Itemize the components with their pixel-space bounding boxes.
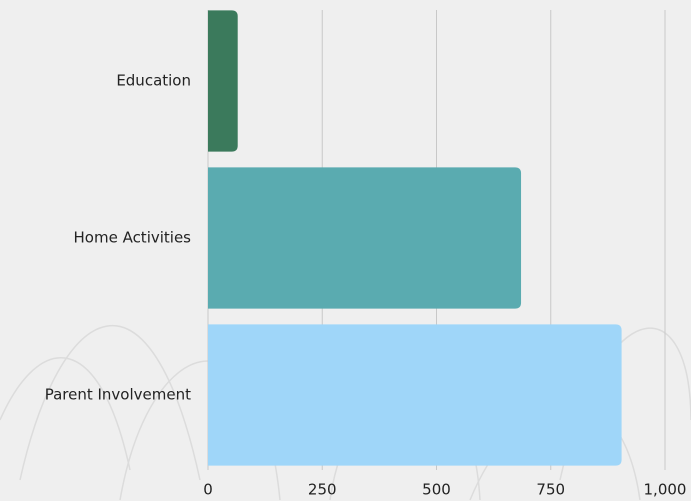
bar (208, 324, 622, 465)
bar (208, 167, 521, 308)
x-tick-label: 750 (536, 481, 565, 499)
y-tick-label: Education (116, 72, 191, 90)
x-tick-label: 0 (203, 481, 213, 499)
y-tick-label: Parent Involvement (45, 386, 191, 404)
bar (208, 10, 238, 151)
chart: 0 250 500 750 1,000 Education Home Activities P… (0, 0, 691, 501)
y-tick-label: Home Activities (74, 229, 192, 247)
x-tick-label: 250 (308, 481, 337, 499)
x-tick-label: 1,000 (644, 481, 687, 499)
x-tick-label: 500 (422, 481, 451, 499)
